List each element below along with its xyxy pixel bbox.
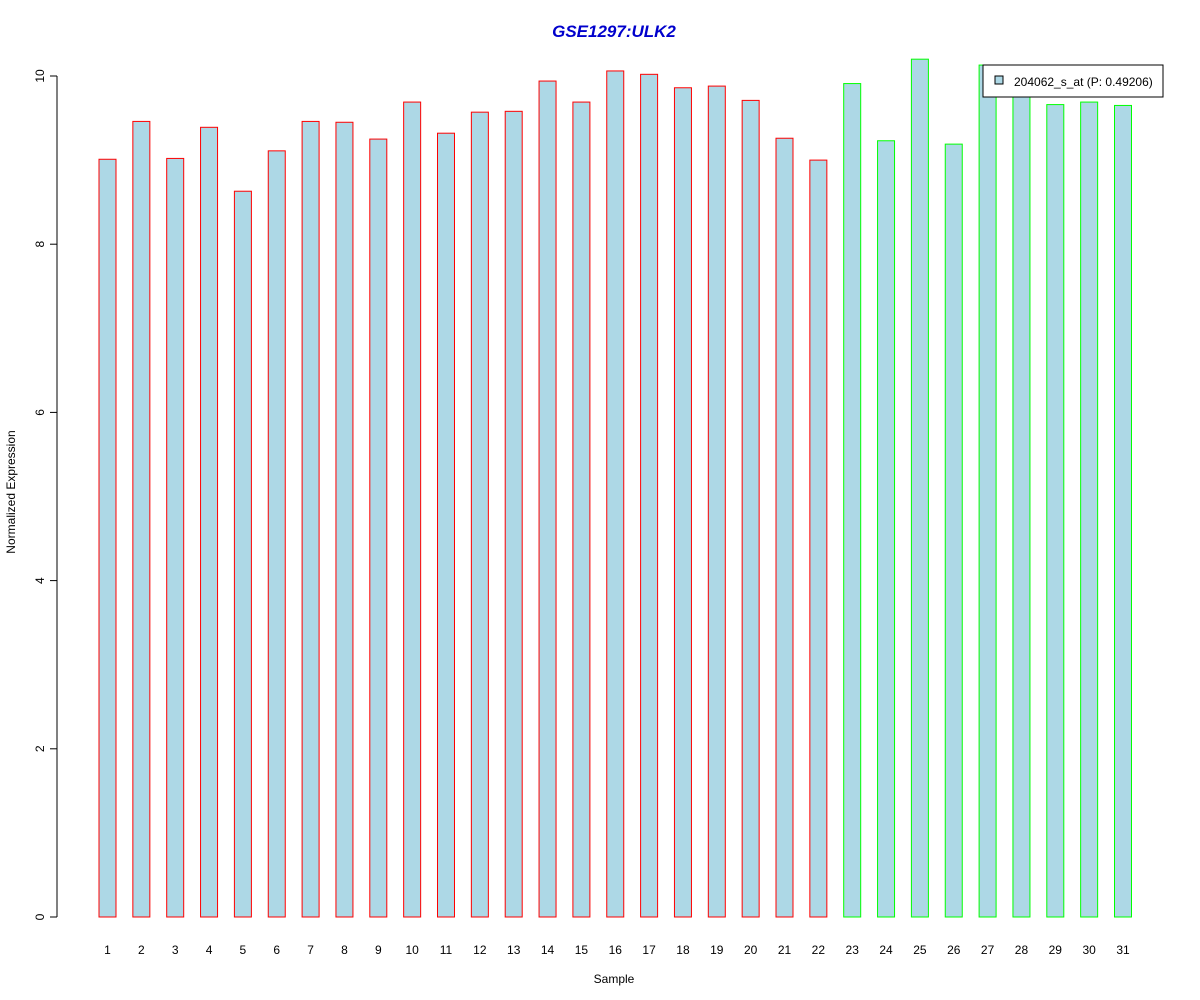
x-tick-label: 3: [172, 943, 179, 957]
bars: [98, 58, 1132, 918]
x-tick-label: 13: [507, 943, 521, 957]
x-tick-label: 31: [1116, 943, 1130, 957]
bar-2: [132, 120, 151, 918]
bar-23: [843, 83, 862, 918]
bar-3: [166, 157, 185, 918]
x-tick-label: 7: [307, 943, 314, 957]
y-tick-label: 8: [33, 241, 47, 248]
x-tick-label: 18: [676, 943, 690, 957]
y-axis-label: Normalized Expression: [4, 430, 18, 553]
x-tick-label: 21: [778, 943, 792, 957]
x-tick-label: 14: [541, 943, 555, 957]
x-tick-label: 12: [473, 943, 487, 957]
x-tick-label: 22: [812, 943, 826, 957]
bar-12: [470, 111, 489, 918]
bar-10: [403, 101, 422, 918]
bar-7: [301, 120, 320, 918]
chart-title: GSE1297:ULK2: [552, 22, 676, 41]
x-tick-label: 4: [206, 943, 213, 957]
x-tick-label: 20: [744, 943, 758, 957]
x-tick-label: 5: [240, 943, 247, 957]
bar-6: [267, 150, 286, 918]
x-tick-label: 11: [440, 943, 453, 957]
bar-26: [944, 143, 963, 918]
bar-21: [775, 137, 794, 918]
bar-5: [233, 190, 252, 918]
bar-4: [200, 126, 219, 918]
x-tick-label: 23: [846, 943, 860, 957]
bar-9: [369, 138, 388, 918]
legend-label: 204062_s_at (P: 0.49206): [1014, 75, 1153, 89]
bar-30: [1080, 101, 1099, 918]
x-tick-label: 9: [375, 943, 382, 957]
x-tick-labels: 1 2 3 4 5 6 7 8 9 10 11 12 13 14 15 16 17 18 19 20 21 22 23 24 2…: [104, 943, 1130, 957]
x-axis-label: Sample: [594, 972, 635, 986]
x-tick-label: 27: [981, 943, 995, 957]
x-tick-label: 25: [913, 943, 927, 957]
bar-1: [98, 158, 117, 918]
x-tick-label: 1: [104, 943, 111, 957]
legend-swatch: [994, 75, 1004, 85]
bar-17: [640, 73, 659, 918]
y-axis: 0 2 4 6 8 10: [33, 69, 58, 920]
bar-19: [707, 85, 726, 918]
x-tick-label: 17: [642, 943, 656, 957]
x-tick-label: 30: [1082, 943, 1096, 957]
x-tick-label: 28: [1015, 943, 1029, 957]
bar-28: [1012, 88, 1031, 918]
bar-25: [910, 58, 929, 918]
y-tick-label: 6: [33, 409, 47, 416]
bar-16: [606, 70, 625, 918]
x-tick-label: 26: [947, 943, 961, 957]
y-tick-label: 10: [33, 69, 47, 83]
bar-20: [741, 99, 760, 918]
legend: 204062_s_at (P: 0.49206): [982, 64, 1164, 98]
x-tick-label: 15: [575, 943, 589, 957]
x-tick-label: 2: [138, 943, 145, 957]
bar-15: [572, 101, 591, 918]
bar-24: [877, 140, 896, 918]
bar-14: [538, 80, 557, 918]
bar-18: [673, 87, 692, 918]
bar-11: [437, 132, 455, 918]
x-tick-label: 8: [341, 943, 348, 957]
x-tick-label: 19: [710, 943, 724, 957]
y-tick-label: 0: [33, 913, 47, 920]
x-tick-label: 29: [1049, 943, 1063, 957]
bar-13: [504, 110, 523, 918]
x-tick-label: 16: [609, 943, 623, 957]
bar-29: [1046, 104, 1065, 918]
y-tick-label: 4: [33, 577, 47, 584]
bar-31: [1114, 104, 1132, 918]
bar-27: [978, 64, 997, 918]
y-tick-label: 2: [33, 745, 47, 752]
x-tick-label: 24: [879, 943, 893, 957]
bar-8: [335, 121, 354, 918]
x-tick-label: 6: [273, 943, 280, 957]
x-tick-label: 10: [405, 943, 419, 957]
bar-22: [809, 159, 828, 918]
legend-box: [982, 64, 1164, 98]
